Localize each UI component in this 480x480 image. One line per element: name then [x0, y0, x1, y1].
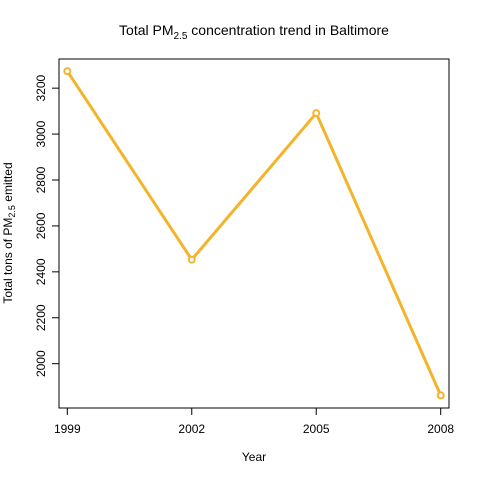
- data-point: [63, 67, 72, 76]
- x-tick-label: 2002: [178, 422, 205, 436]
- y-axis-title-suffix: emitted: [1, 162, 15, 205]
- x-tick-label: 1999: [54, 422, 81, 436]
- series-layer: [63, 67, 445, 400]
- y-axis-title: Total tons of PM2.5 emitted: [1, 162, 17, 303]
- y-axis: 2000 2200 2400 2600 2800 3000 3200: [34, 74, 60, 377]
- y-tick-label: 2400: [34, 258, 48, 285]
- y-axis-title-subscript: 2.5: [7, 205, 17, 218]
- data-point: [312, 109, 321, 118]
- x-tick-label: 2008: [427, 422, 454, 436]
- data-point: [436, 391, 445, 400]
- y-tick-label: 2600: [34, 212, 48, 239]
- y-tick-label: 3000: [34, 120, 48, 147]
- y-tick-label: 3200: [34, 74, 48, 101]
- chart-title-prefix: Total PM: [119, 22, 173, 38]
- y-tick-label: 2800: [34, 166, 48, 193]
- y-axis-title-prefix: Total tons of PM: [1, 218, 15, 304]
- chart-title-subscript: 2.5: [174, 31, 188, 42]
- x-tick-label: 2005: [303, 422, 330, 436]
- data-point: [187, 255, 196, 264]
- x-axis-title: Year: [242, 450, 266, 464]
- y-tick-label: 2000: [34, 350, 48, 377]
- chart-title-suffix: concentration trend in Baltimore: [187, 22, 389, 38]
- series-line: [65, 69, 443, 397]
- x-axis: 1999 2002 2005 2008: [54, 407, 454, 436]
- chart-title: Total PM2.5 concentration trend in Balti…: [119, 22, 389, 42]
- y-tick-label: 2200: [34, 304, 48, 331]
- plot-frame: [58, 58, 450, 409]
